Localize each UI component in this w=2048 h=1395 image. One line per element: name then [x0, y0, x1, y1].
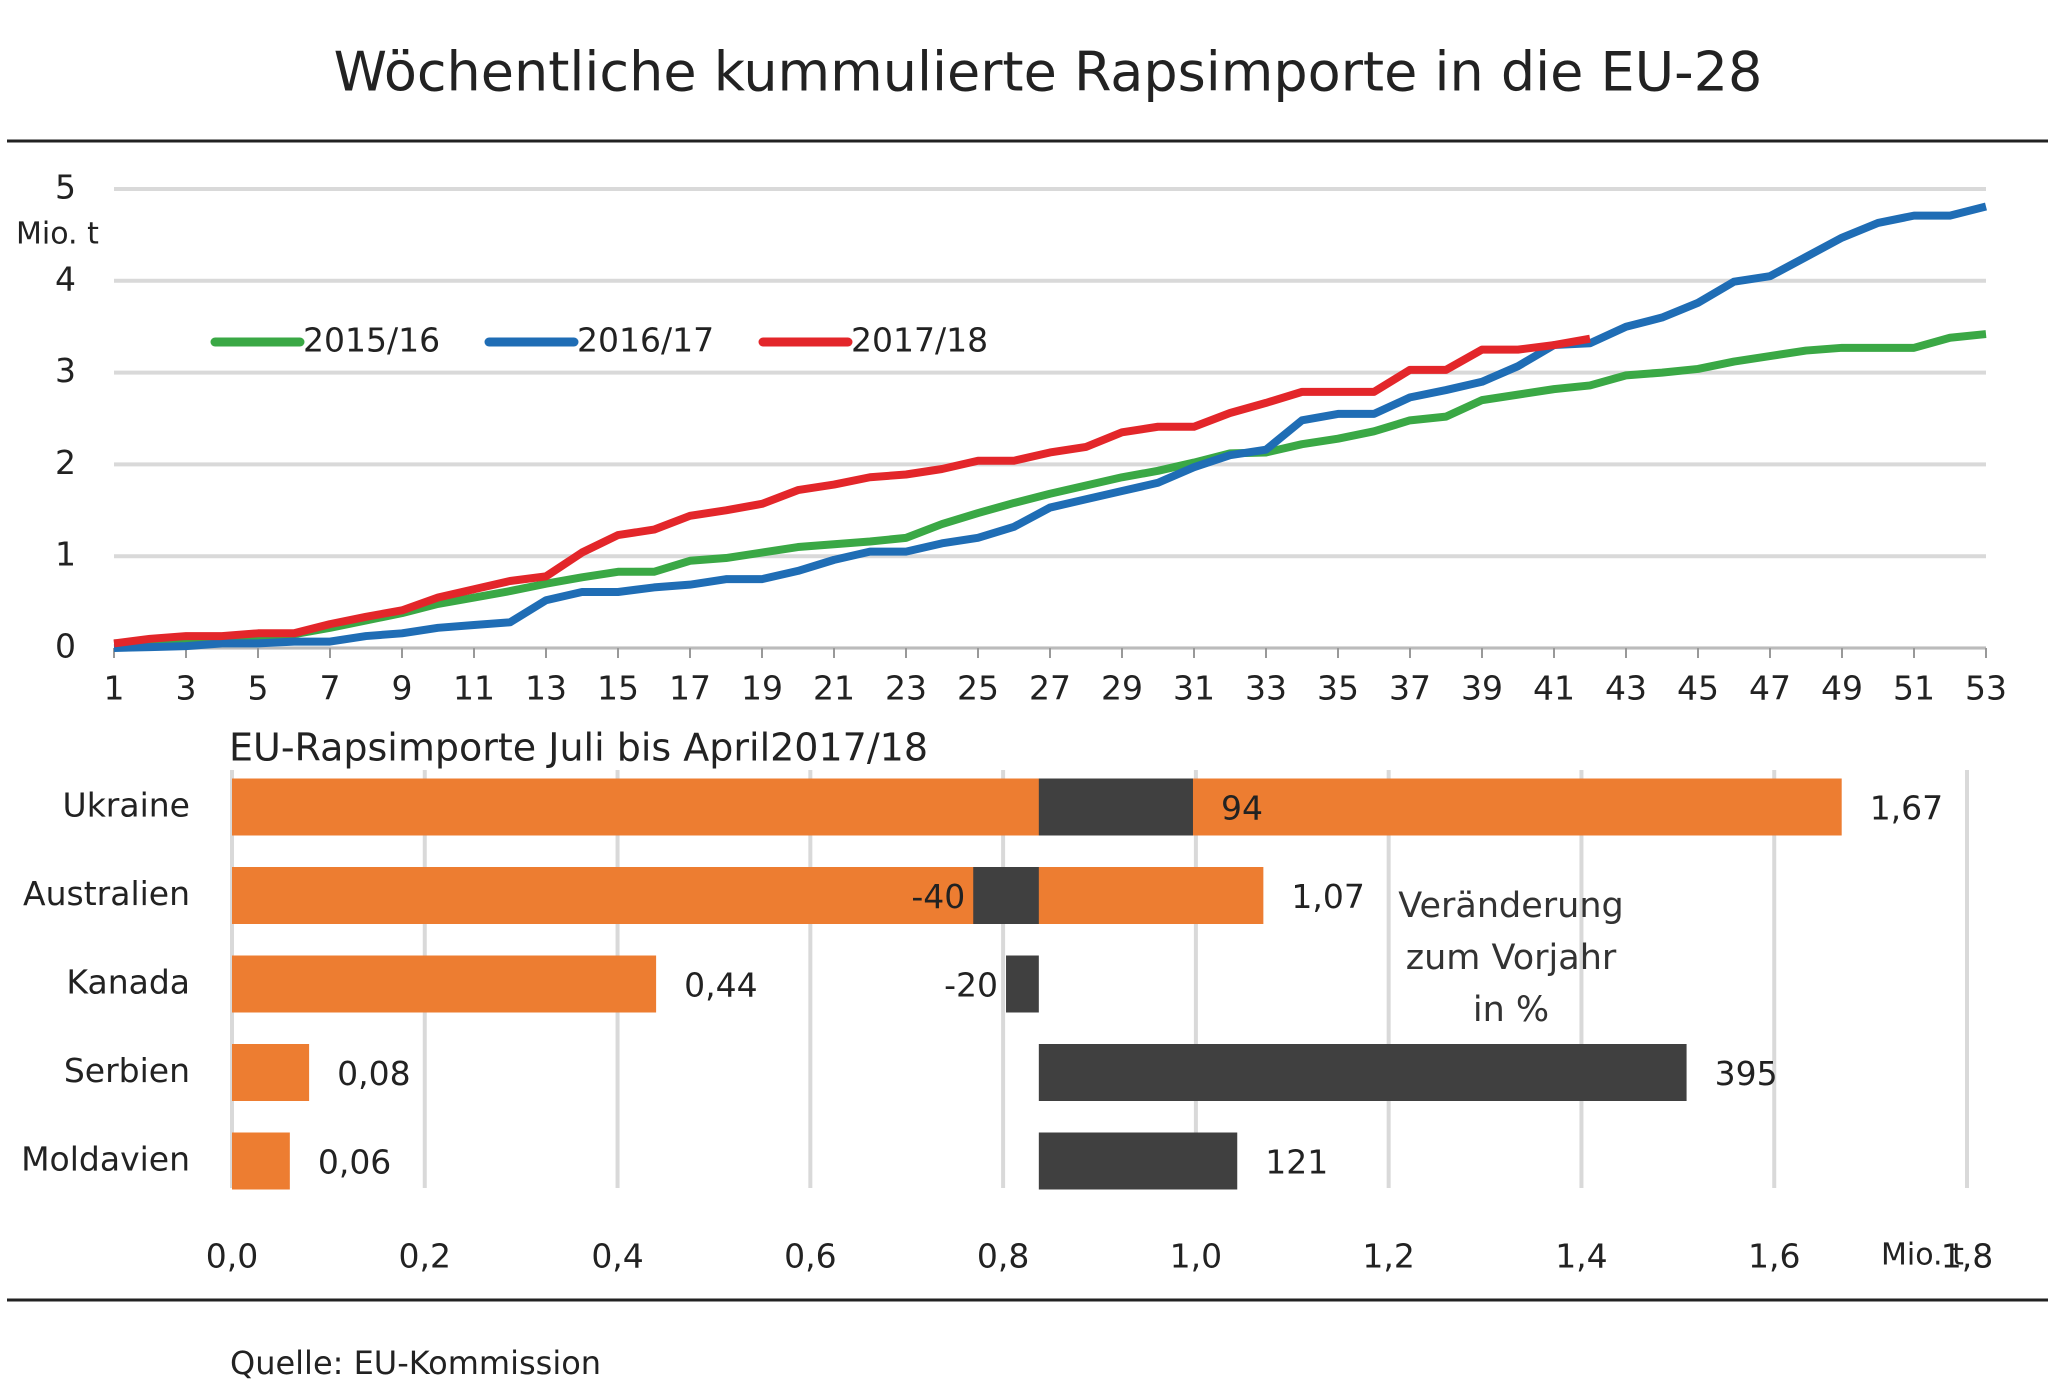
legend-label: 2015/16 [303, 321, 440, 360]
x-tick-label: 41 [1533, 669, 1575, 708]
x-tick-label: 1,8 [1941, 1237, 1993, 1276]
x-tick-label: 25 [957, 669, 999, 708]
value-label: 1,67 [1870, 789, 1943, 828]
value-label: 1,07 [1291, 877, 1364, 916]
y-axis-label: Mio. t [16, 217, 99, 252]
x-tick-label: 35 [1317, 669, 1359, 708]
series-line [113, 202, 1987, 652]
x-tick-label: 7 [320, 669, 341, 708]
x-tick-label: 31 [1173, 669, 1215, 708]
bar [232, 778, 1842, 836]
value-label: 0,08 [337, 1054, 410, 1093]
x-tick-label: 15 [597, 669, 639, 708]
x-axis-label: Mio. t [1881, 1238, 1964, 1273]
y-tick-label: 5 [55, 168, 76, 207]
x-tick-label: 51 [1893, 669, 1935, 708]
bar [1038, 1044, 1687, 1101]
category-label: Moldavien [21, 1140, 190, 1179]
x-tick-label: 3 [176, 669, 197, 708]
value-label: 0,44 [684, 966, 757, 1005]
y-tick-label: 2 [55, 443, 76, 482]
x-tick-label: 9 [392, 669, 413, 708]
x-tick-label: 0,6 [784, 1237, 836, 1276]
category-label: Australien [23, 874, 190, 913]
x-tick-label: 45 [1677, 669, 1719, 708]
value-label: 121 [1265, 1143, 1328, 1182]
value-label: 395 [1715, 1054, 1778, 1093]
x-tick-label: 11 [453, 669, 495, 708]
y-tick-label: 3 [55, 351, 76, 390]
x-tick-label: 5 [248, 669, 269, 708]
x-tick-label: 0,8 [977, 1237, 1029, 1276]
bar [1038, 1132, 1238, 1190]
x-tick-label: 47 [1749, 669, 1791, 708]
series-line [113, 334, 1591, 648]
x-tick-label: 1,2 [1362, 1237, 1414, 1276]
category-label: Ukraine [63, 786, 190, 825]
value-label: 0,06 [318, 1143, 391, 1182]
y-tick-label: 1 [55, 535, 76, 574]
category-label: Kanada [66, 963, 190, 1002]
x-tick-label: 1 [104, 669, 125, 708]
x-tick-label: 49 [1821, 669, 1863, 708]
source: Quelle: EU-Kommission [230, 1344, 601, 1382]
x-tick-label: 19 [741, 669, 783, 708]
x-tick-label: 0,4 [591, 1237, 643, 1276]
x-tick-label: 23 [885, 669, 927, 708]
x-tick-label: 1,0 [1170, 1237, 1222, 1276]
y-tick-label: 0 [55, 627, 76, 666]
x-tick-label: 43 [1605, 669, 1647, 708]
y-tick-label: 4 [55, 259, 76, 298]
bar [973, 867, 1039, 924]
x-tick-label: 29 [1101, 669, 1143, 708]
bar [232, 955, 657, 1013]
page-title: Wöchentliche kummulierte Rapsimporte in … [334, 41, 1763, 104]
bar [232, 1044, 310, 1101]
value-label: 94 [1221, 789, 1263, 828]
x-tick-label: 27 [1029, 669, 1071, 708]
x-tick-label: 21 [813, 669, 855, 708]
x-tick-label: 1,6 [1748, 1237, 1800, 1276]
category-label: Serbien [64, 1051, 190, 1090]
bar [232, 867, 1264, 924]
series-line [114, 330, 1987, 648]
x-tick-label: 53 [1965, 669, 2007, 708]
value-label: -40 [911, 877, 965, 916]
chart-title: EU-Rapsimporte Juli bis April2017/18 [229, 726, 928, 770]
legend-label: 2016/17 [577, 321, 714, 360]
x-tick-label: 13 [525, 669, 567, 708]
value-label: -20 [944, 966, 998, 1005]
x-tick-label: 0,0 [206, 1237, 258, 1276]
bar [1006, 955, 1039, 1013]
x-tick-label: 37 [1389, 669, 1431, 708]
legend-label: 2017/18 [851, 321, 988, 360]
annotation: Veränderung zum Vorjahr in % [1398, 886, 1624, 1030]
bar [232, 1132, 290, 1190]
x-tick-label: 17 [669, 669, 711, 708]
bar [1038, 778, 1193, 836]
x-tick-label: 33 [1245, 669, 1287, 708]
x-tick-label: 39 [1461, 669, 1503, 708]
x-tick-label: 0,2 [399, 1237, 451, 1276]
x-tick-label: 1,4 [1555, 1237, 1607, 1276]
